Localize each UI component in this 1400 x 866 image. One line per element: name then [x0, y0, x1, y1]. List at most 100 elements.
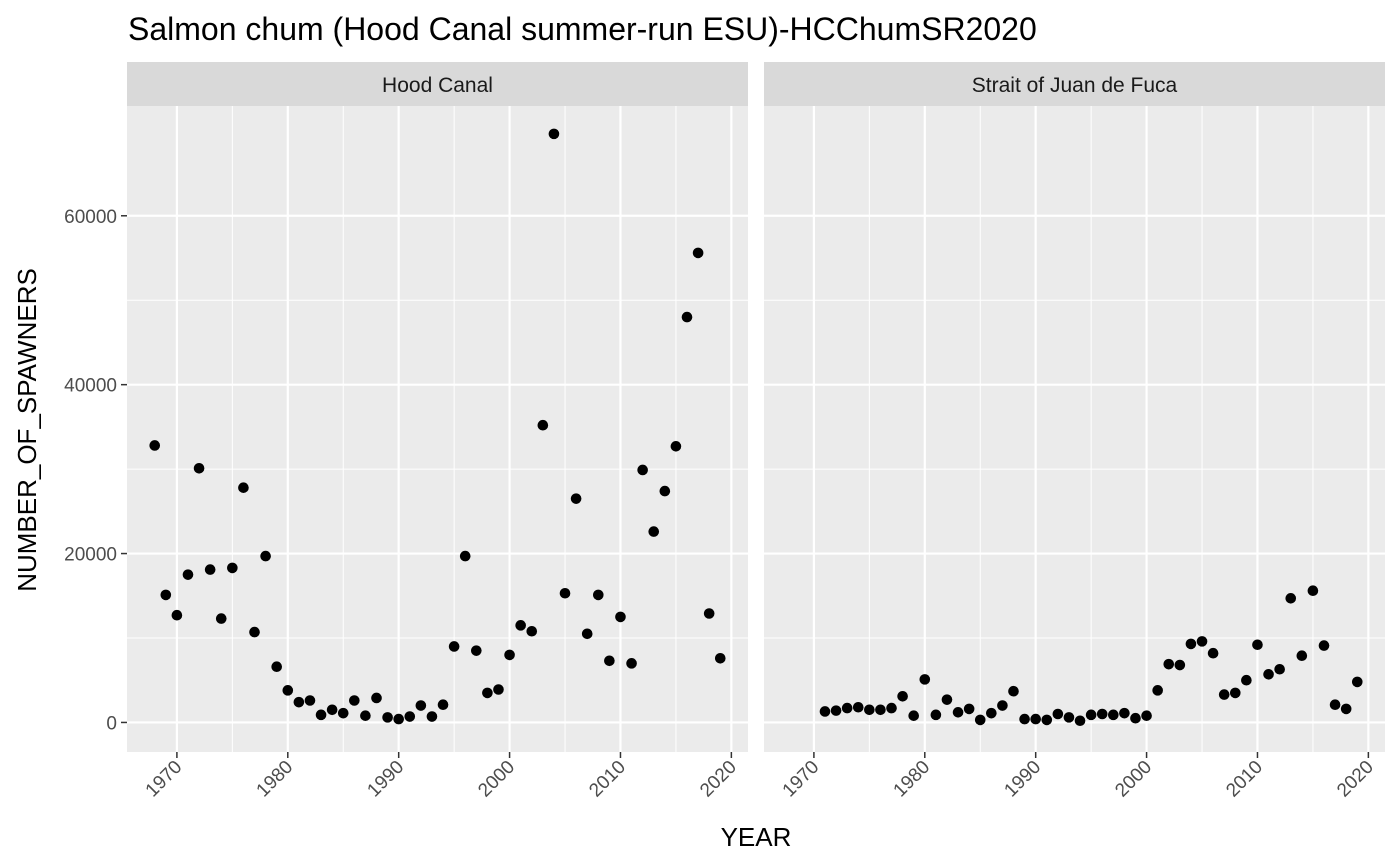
data-point	[260, 550, 271, 562]
data-point	[714, 652, 726, 664]
data-point	[570, 493, 582, 504]
data-point	[1074, 715, 1086, 727]
data-point	[1307, 585, 1319, 597]
y-tick-label: 0	[106, 713, 117, 734]
data-point	[1218, 689, 1230, 700]
data-point	[160, 589, 172, 601]
data-point	[404, 711, 416, 722]
data-point	[1241, 674, 1252, 686]
data-point	[426, 711, 438, 722]
data-point	[526, 625, 538, 637]
data-point	[227, 562, 238, 574]
data-point	[315, 709, 327, 721]
data-point	[349, 695, 360, 706]
data-point	[830, 705, 842, 716]
y-axis-title: NUMBER_OF_SPAWNERS	[12, 268, 42, 592]
facet-strip	[127, 62, 748, 106]
data-point	[886, 702, 897, 714]
data-point	[637, 464, 648, 476]
data-point	[1185, 638, 1197, 650]
data-point	[615, 611, 626, 623]
data-point	[864, 704, 875, 716]
y-tick-label: 20000	[64, 545, 117, 566]
data-point	[626, 658, 637, 669]
panel-background	[764, 106, 1385, 752]
data-point	[1196, 636, 1208, 647]
data-point	[415, 700, 427, 711]
data-point	[1274, 663, 1285, 675]
data-point	[504, 649, 515, 661]
data-point	[559, 587, 571, 599]
data-point	[548, 128, 560, 140]
y-tick-label: 40000	[64, 376, 117, 397]
data-point	[908, 710, 920, 721]
data-point	[1163, 658, 1175, 670]
data-point	[952, 707, 964, 718]
data-point	[515, 620, 526, 631]
panel-background	[127, 106, 748, 752]
data-point	[841, 702, 853, 714]
data-point	[930, 709, 942, 721]
facet-strip-label: Strait of Juan de Fuca	[972, 74, 1178, 97]
data-point	[852, 701, 864, 713]
data-point	[360, 710, 371, 721]
data-point	[1063, 712, 1075, 723]
data-point	[919, 674, 931, 685]
data-point	[326, 704, 338, 716]
data-point	[1119, 707, 1130, 719]
data-point	[1174, 659, 1186, 671]
data-point	[371, 692, 382, 704]
data-point	[1052, 708, 1064, 720]
data-point	[1108, 709, 1119, 721]
data-point	[382, 712, 393, 723]
data-point	[249, 626, 260, 638]
data-point	[171, 609, 183, 621]
data-point	[897, 690, 908, 702]
data-point	[204, 564, 216, 575]
data-point	[648, 526, 660, 537]
data-point	[337, 707, 349, 719]
data-point	[1207, 647, 1219, 659]
data-point	[393, 713, 404, 725]
data-point	[271, 661, 283, 673]
data-point	[703, 608, 715, 619]
data-point	[1351, 676, 1363, 688]
data-point	[1285, 593, 1297, 604]
data-point	[604, 655, 615, 667]
y-tick-label: 60000	[64, 207, 117, 228]
data-point	[437, 699, 449, 711]
data-point	[1152, 685, 1163, 696]
data-point	[670, 441, 682, 452]
data-point	[1296, 650, 1308, 662]
data-point	[1229, 687, 1241, 699]
data-point	[1085, 709, 1097, 721]
data-point	[1263, 669, 1274, 680]
data-point	[819, 706, 831, 717]
data-point	[1008, 685, 1019, 697]
data-point	[974, 714, 986, 726]
data-point	[681, 311, 693, 323]
data-point	[459, 550, 471, 562]
data-point	[986, 707, 997, 719]
data-point	[471, 645, 482, 656]
x-axis-title: YEAR	[721, 822, 792, 852]
data-point	[1041, 714, 1053, 726]
data-point	[1340, 703, 1352, 715]
data-point	[215, 613, 227, 624]
data-point	[997, 700, 1008, 711]
facet-strip-label: Hood Canal	[382, 74, 493, 97]
data-point	[875, 704, 886, 716]
data-point	[941, 694, 953, 705]
data-point	[659, 485, 671, 497]
data-point	[1096, 708, 1108, 720]
data-point	[293, 696, 305, 708]
data-point	[963, 703, 975, 715]
chart-title: Salmon chum (Hood Canal summer-run ESU)-…	[128, 11, 1037, 47]
data-point	[1019, 713, 1030, 725]
data-point	[1329, 699, 1341, 711]
data-point	[1318, 640, 1330, 651]
